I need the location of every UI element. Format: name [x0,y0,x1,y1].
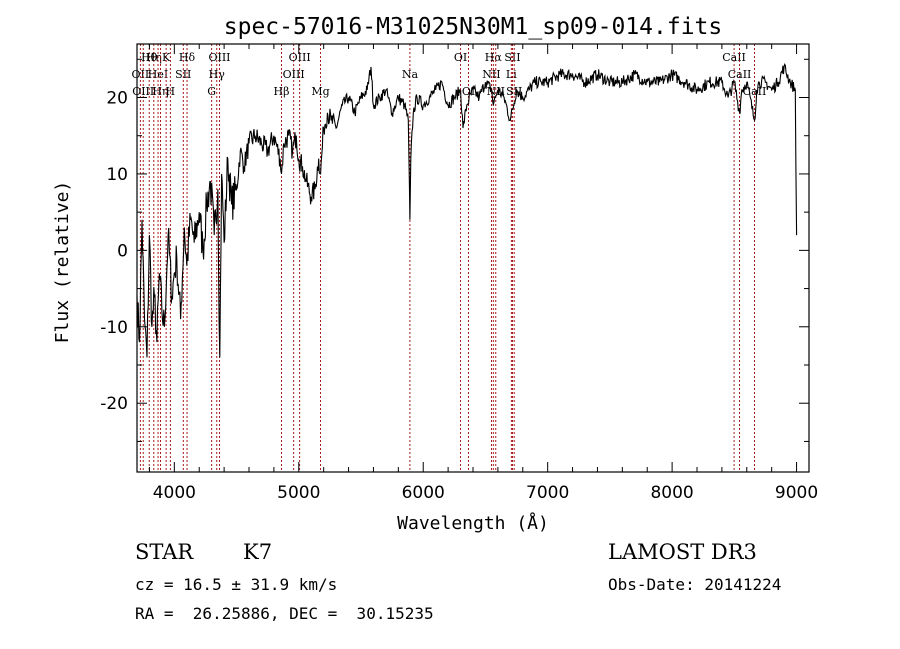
x-tick-label: 4000 [153,483,196,503]
line-marker-label: Na [402,68,419,81]
line-marker-label: SII [504,51,520,64]
y-axis-label: Flux (relative) [52,181,73,344]
line-marker-label: Hη [152,85,168,98]
x-tick-label: 8000 [650,483,693,503]
y-tick-label: 0 [117,241,128,261]
x-tick-label: 5000 [277,483,320,503]
line-marker-label: SII [175,68,191,81]
y-tick-label: -10 [100,318,128,338]
y-axis-ticks: -20 -10 0 10 20 [100,58,809,442]
coordinates: RA = 26.25886, DEC = 30.15235 [135,604,434,623]
redshift-cz: cz = 16.5 ± 31.9 km/s [135,575,338,594]
observation-date: Obs-Date: 20141224 [608,575,782,594]
x-tick-label: 7000 [526,483,569,503]
line-marker-label: H [166,85,176,98]
spectrum-series-line [136,63,798,358]
object-subclass: K7 [243,540,273,564]
line-marker-label: NII [482,68,500,81]
line-marker-label: Hη [146,51,162,64]
line-marker-label: OIII [289,51,311,64]
x-tick-label: 6000 [402,483,445,503]
line-marker-label: Mg [311,85,329,98]
line-marker-label: K [162,51,171,64]
line-marker-label: CaII [728,68,752,81]
line-marker-label: Li [506,68,517,81]
x-axis-label: Wavelength (Å) [397,512,549,534]
x-axis-ticks: 4000 5000 6000 7000 8000 9000 [148,44,818,503]
survey-name: LAMOST DR3 [608,540,757,564]
line-marker-label: OIII [283,68,305,81]
line-markers: OIIOIIIHθHηHeIHηKHSIIHδGHγOIIIHβOIIIOIII… [132,44,766,472]
y-tick-label: 10 [106,165,128,185]
line-marker-label: Hβ [274,85,290,98]
chart-title: spec-57016-M31025N30M1_sp09-014.fits [224,14,723,40]
line-marker-label: G [207,85,216,98]
x-tick-label: 9000 [775,483,818,503]
object-class: STAR [135,540,194,564]
line-marker-label: Hα [485,51,503,64]
line-marker-label: CaII [722,51,746,64]
line-marker-label: OII [132,68,150,81]
line-marker-label: Hγ [209,68,226,81]
line-marker-label: HeI [148,68,168,81]
line-marker-label: OIII [208,51,230,64]
y-tick-label: -20 [100,394,128,414]
line-marker-label: OI [454,51,467,64]
y-tick-label: 20 [106,89,128,109]
line-marker-label: Hδ [179,51,196,64]
plot-frame [136,43,810,473]
line-marker-label: OIII [132,85,154,98]
